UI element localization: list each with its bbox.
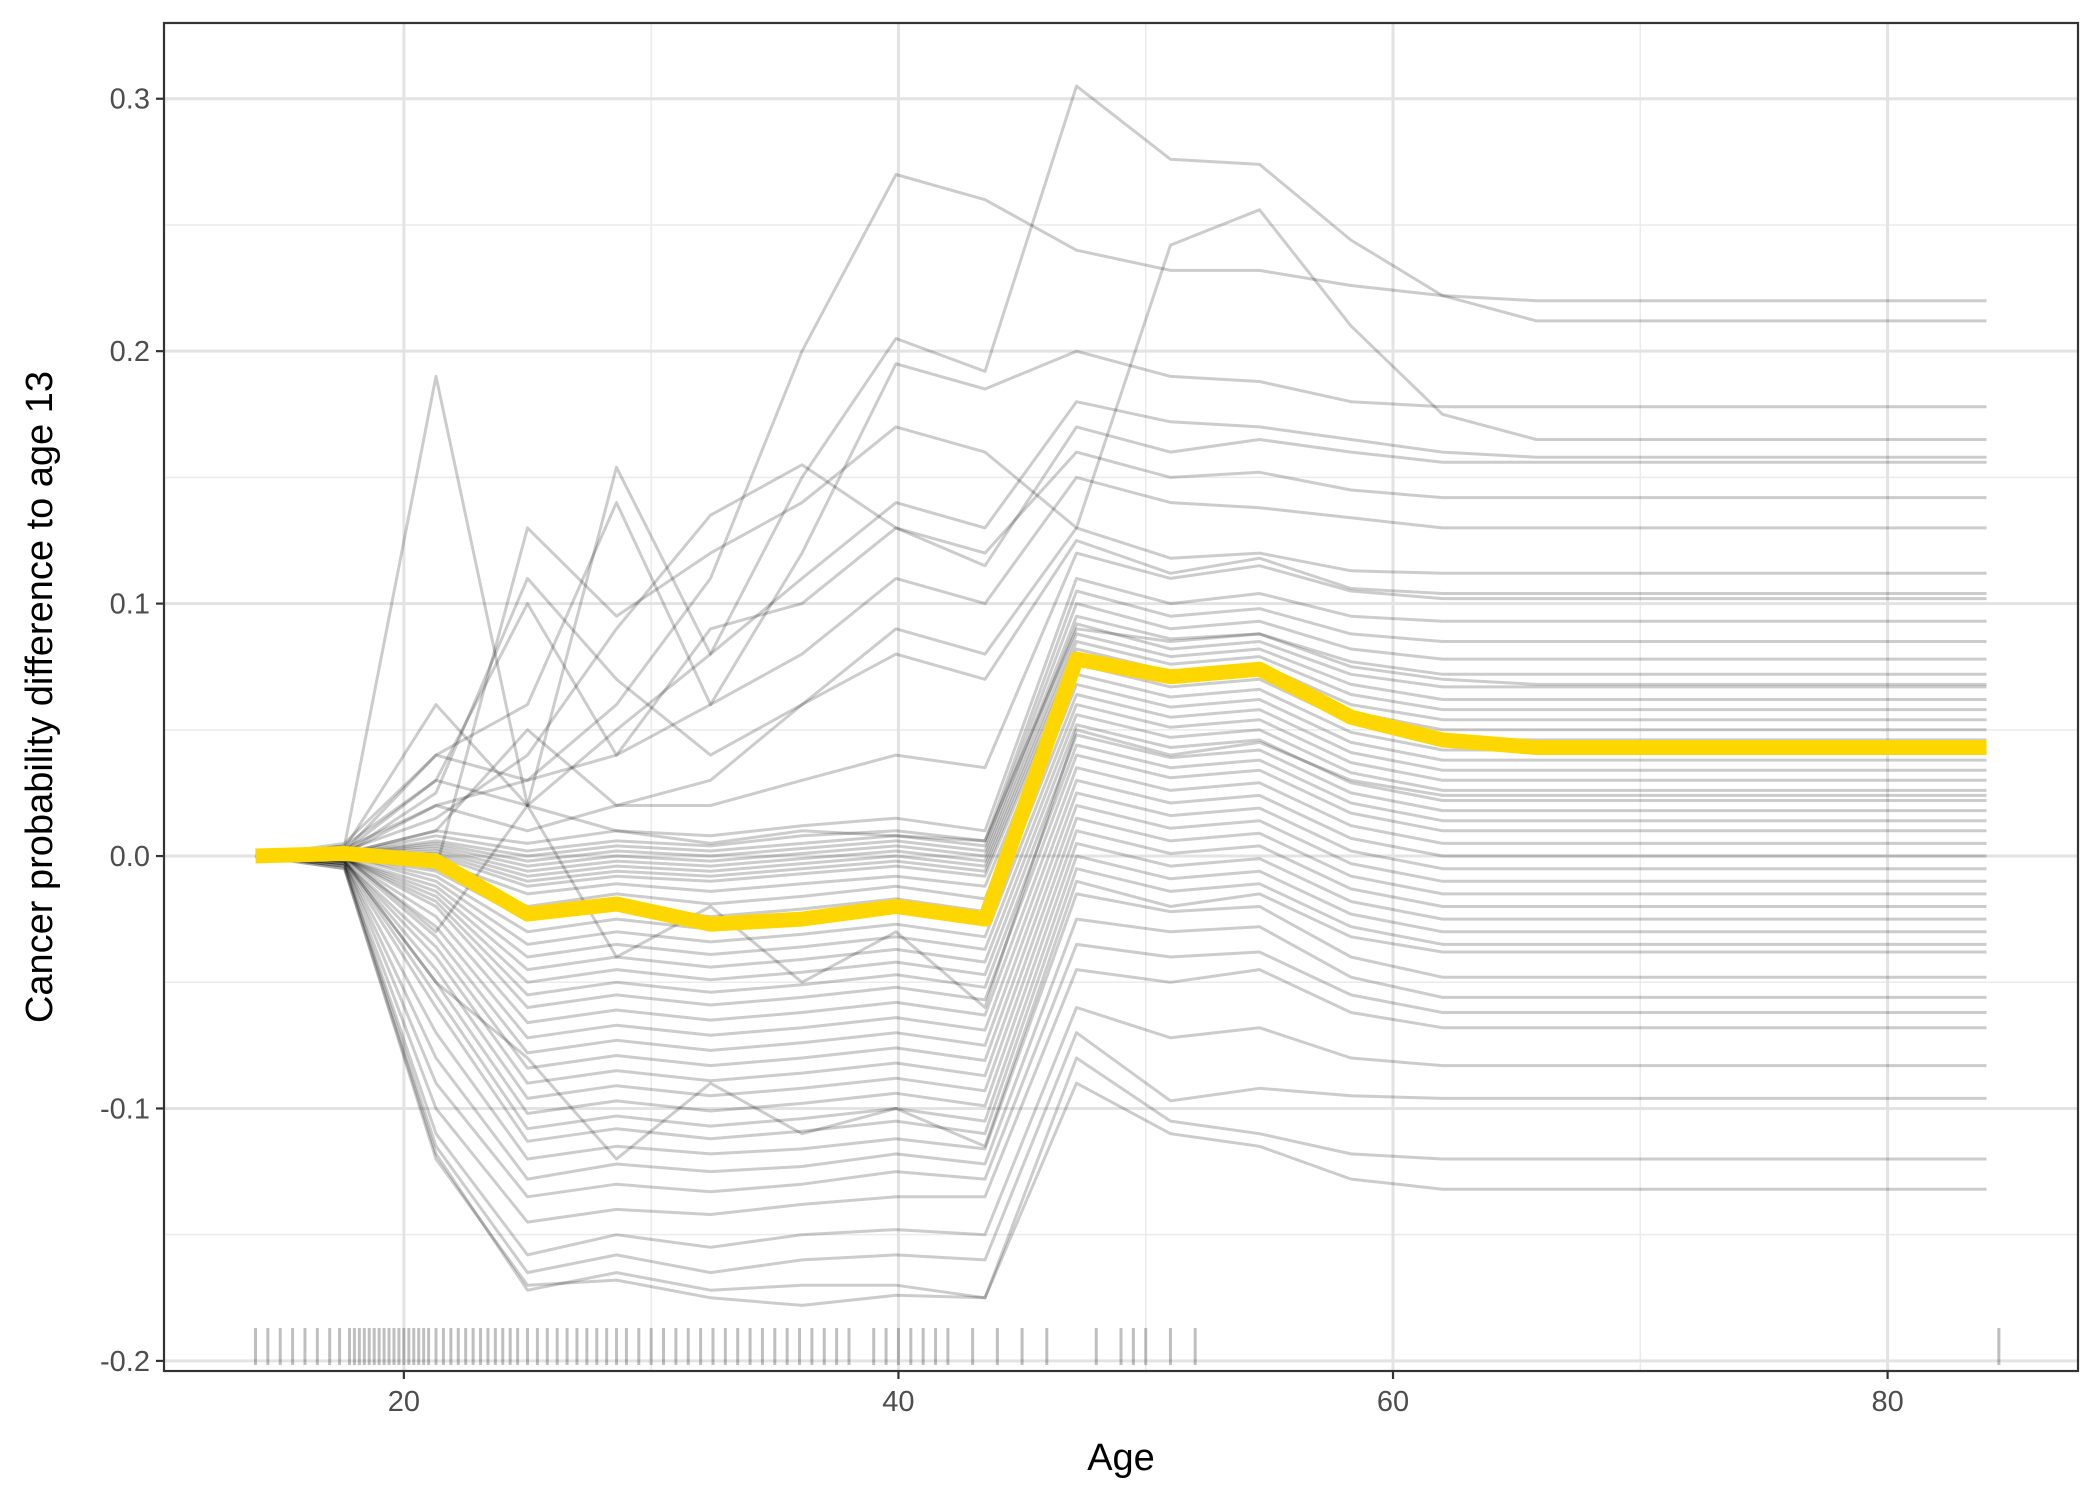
average-line (255, 651, 1987, 932)
x-tick-label: 40 (882, 1386, 914, 1418)
x-axis-title: Age (1087, 1437, 1155, 1479)
y-tick-label: 0.0 (110, 841, 150, 873)
y-tick-label: -0.1 (100, 1093, 150, 1125)
ice-line (255, 693, 1987, 934)
ice-line (255, 208, 1987, 871)
x-axis-ticks: 20 40 60 80 (388, 1371, 1904, 1418)
x-tick-label: 80 (1871, 1386, 1903, 1418)
y-axis-title: Cancer probability difference to age 13 (19, 371, 61, 1023)
ice-line (255, 854, 1987, 1224)
y-tick-label: 0.3 (110, 84, 150, 116)
ice-line (255, 576, 1987, 858)
ice-line (255, 854, 1987, 1161)
ice-line (255, 791, 1987, 1055)
ice-line (255, 778, 1987, 1040)
ice-line (255, 854, 1987, 1307)
y-axis-ticks: -0.2 -0.1 0.0 0.1 0.2 0.3 (100, 84, 164, 1378)
ice-line (255, 766, 1987, 1025)
ice-line (255, 816, 1987, 1085)
ice-line (255, 551, 1987, 858)
x-tick-label: 60 (1377, 1386, 1409, 1418)
ice-line (255, 632, 1987, 873)
y-tick-label: 0.1 (110, 589, 150, 621)
ice-line (255, 723, 1987, 972)
ice-line (255, 854, 1987, 1199)
ice-line (255, 614, 1987, 863)
ice-line (255, 602, 1987, 858)
ice-line (255, 854, 1987, 1275)
ice-line (255, 640, 1987, 878)
y-tick-label: 0.2 (110, 336, 150, 368)
ice-line (255, 374, 1987, 858)
rug-marks (253, 1328, 2001, 1365)
ice-line (255, 526, 1987, 858)
ice-line (255, 854, 1987, 1143)
ice-line (255, 703, 1987, 946)
ice-line (255, 829, 1987, 1100)
x-tick-label: 20 (388, 1386, 420, 1418)
ice-line (255, 854, 1987, 1131)
ice-line (255, 349, 1987, 858)
ice-line (255, 589, 1987, 858)
ice-line (255, 713, 1987, 959)
ice-line (255, 841, 1987, 1115)
ice-line (255, 400, 1987, 858)
ice-line (255, 728, 1987, 1009)
ice-line (255, 622, 1987, 868)
grid-lines (164, 23, 2078, 1371)
average-curve (255, 651, 1987, 932)
ice-line (255, 475, 1987, 858)
ice-line (255, 753, 1987, 1009)
y-tick-label: -0.2 (100, 1346, 150, 1378)
ice-line (255, 743, 1987, 997)
panel-border (162, 21, 2080, 1373)
ice-line (255, 173, 1987, 858)
ice-line (255, 539, 1987, 858)
ice-line (255, 425, 1987, 858)
ice-line (255, 854, 1987, 1300)
ice-line (255, 84, 1987, 858)
ice-line (255, 450, 1987, 858)
ice-line (255, 804, 1987, 1070)
ice-curves (255, 84, 1987, 1307)
ice-line (255, 733, 1987, 984)
ice-line (255, 854, 1987, 1181)
ice-line (255, 854, 1987, 1257)
ice-line (255, 854, 1987, 1161)
